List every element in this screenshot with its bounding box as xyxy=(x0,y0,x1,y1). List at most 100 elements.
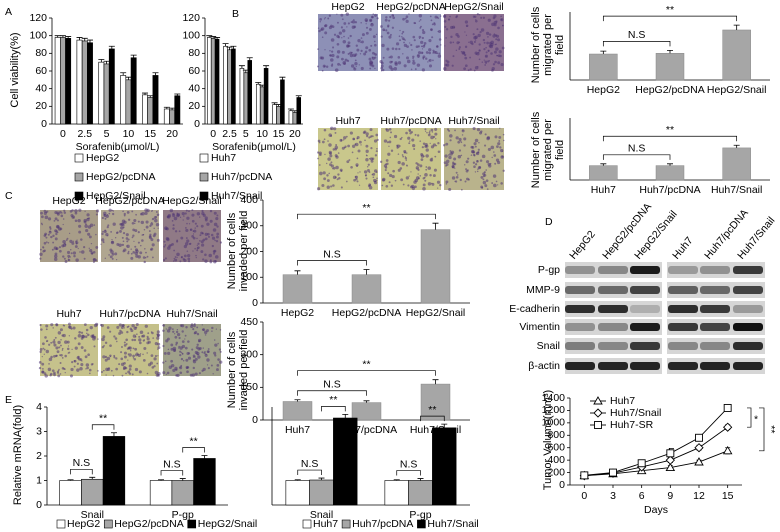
cell xyxy=(155,215,158,218)
cell xyxy=(321,36,324,38)
cell xyxy=(166,215,170,219)
cell xyxy=(75,241,79,245)
panel-letter: C xyxy=(5,190,13,202)
cell xyxy=(418,14,423,18)
cell xyxy=(50,355,53,359)
bar xyxy=(231,48,236,125)
y-tick-label: 150 xyxy=(240,381,258,393)
cell xyxy=(402,17,405,21)
cell xyxy=(144,211,148,216)
cell xyxy=(458,137,462,142)
cell xyxy=(187,254,191,258)
cell xyxy=(180,351,183,354)
cell xyxy=(122,232,126,235)
cell xyxy=(127,252,130,255)
cell xyxy=(369,67,372,70)
cell xyxy=(422,30,426,35)
cell xyxy=(80,250,85,254)
cell xyxy=(341,18,344,21)
cell xyxy=(69,239,73,243)
cell xyxy=(137,231,140,234)
cell xyxy=(390,149,394,152)
blot-band xyxy=(565,305,595,313)
cell xyxy=(86,217,90,222)
cell xyxy=(78,208,82,212)
cell xyxy=(493,154,497,157)
cell xyxy=(446,63,450,67)
cell xyxy=(188,210,190,213)
blot-band xyxy=(565,286,595,294)
bar xyxy=(65,38,72,125)
cell xyxy=(353,25,357,29)
y-tick-label: 1200 xyxy=(542,404,566,416)
cell xyxy=(196,332,200,336)
cell xyxy=(186,370,189,374)
cell xyxy=(413,39,416,42)
cell xyxy=(321,69,324,72)
cell xyxy=(122,210,124,213)
cell xyxy=(193,229,197,233)
cell xyxy=(480,176,484,179)
image-label: Huh7/pcDNA xyxy=(99,308,160,320)
cell xyxy=(335,143,338,146)
cell xyxy=(127,238,130,241)
cell xyxy=(429,133,431,135)
cell xyxy=(397,56,401,59)
cell xyxy=(458,149,462,152)
cell xyxy=(206,222,210,226)
cell xyxy=(401,32,404,35)
cell xyxy=(428,39,432,43)
cell xyxy=(332,46,335,49)
cell xyxy=(128,353,132,357)
cell xyxy=(76,362,79,365)
y-tick-label: 1400 xyxy=(542,392,566,404)
cell xyxy=(317,27,320,29)
cell xyxy=(317,157,319,160)
legend-label: Huh7/pcDNA xyxy=(352,518,413,530)
cell xyxy=(417,54,419,56)
cell xyxy=(318,164,321,166)
cell xyxy=(172,330,175,333)
cell xyxy=(476,52,480,56)
cell xyxy=(204,259,208,263)
cell xyxy=(346,44,350,48)
cell xyxy=(40,328,43,331)
cell xyxy=(131,236,134,239)
cell xyxy=(130,350,132,352)
cell xyxy=(476,152,478,155)
cell xyxy=(191,235,195,238)
cell xyxy=(420,45,423,48)
cell xyxy=(337,173,340,176)
y-tick-label: 0 xyxy=(252,414,258,426)
cell xyxy=(480,130,483,133)
cell xyxy=(102,230,104,233)
cell xyxy=(501,150,504,152)
bar xyxy=(309,479,334,506)
cell xyxy=(93,323,98,328)
cell xyxy=(418,35,422,39)
cell xyxy=(406,164,408,167)
cell xyxy=(491,22,495,27)
cell xyxy=(326,174,329,177)
blot-band xyxy=(598,342,628,350)
cell xyxy=(116,243,120,246)
bar xyxy=(81,40,88,125)
cell xyxy=(361,40,364,44)
cell xyxy=(204,232,208,236)
cell xyxy=(122,250,125,253)
cell xyxy=(146,335,149,338)
cell xyxy=(353,178,356,182)
cell xyxy=(476,13,479,16)
cell xyxy=(212,252,216,255)
point xyxy=(637,459,646,468)
cell xyxy=(380,35,383,38)
cell xyxy=(422,187,426,191)
cell xyxy=(488,60,491,62)
cell xyxy=(156,362,159,365)
cell xyxy=(109,330,112,333)
error-bar xyxy=(279,76,286,80)
image-label: Huh7/Snail xyxy=(166,308,217,320)
cell xyxy=(173,249,176,252)
cell xyxy=(44,215,49,220)
cell xyxy=(477,33,481,38)
